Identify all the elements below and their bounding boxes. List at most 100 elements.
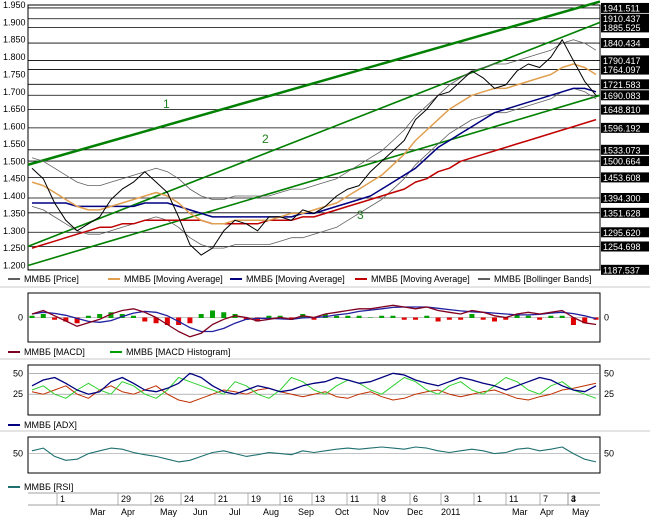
macd-histogram-bar xyxy=(413,317,419,320)
price-level-box xyxy=(601,227,649,238)
price-level-box xyxy=(601,64,649,75)
adx-chart: 25 25 50 50 xyxy=(13,368,614,403)
moving-average-red xyxy=(31,118,597,249)
price-level-label: 1690.083 xyxy=(603,91,641,101)
price-level-label: 1840.434 xyxy=(603,39,641,49)
macd-histogram-bar xyxy=(63,317,69,322)
day-label: 7 xyxy=(543,494,548,504)
channel-label: 2 xyxy=(262,132,269,146)
macd-histogram-bar xyxy=(446,317,452,320)
macd-histogram-bar xyxy=(356,315,362,318)
channel-line xyxy=(27,0,601,166)
rsi-chart: 50 50 xyxy=(13,446,614,463)
bollinger-upper xyxy=(31,39,597,200)
macd-histogram-bar xyxy=(198,314,204,318)
macd-tick-label: 0 xyxy=(18,313,23,323)
day-label: 26 xyxy=(154,494,164,504)
day-label: 19 xyxy=(251,494,261,504)
macd-histogram-bar xyxy=(582,317,588,324)
month-label: Oct xyxy=(335,507,350,517)
macd-histogram-bar xyxy=(153,317,159,324)
adx-plus-line xyxy=(31,377,597,399)
price-line xyxy=(31,39,597,256)
price-level-label: 1941.511 xyxy=(603,3,640,13)
y-tick-label: 1.950 xyxy=(3,0,26,10)
price-level-label: 1351.628 xyxy=(603,208,641,218)
macd-histogram-bar xyxy=(458,317,464,320)
month-label: May xyxy=(572,507,590,517)
macd-histogram-bar xyxy=(52,317,58,320)
day-label: 1 xyxy=(60,494,65,504)
rsi-tick-label: 50 xyxy=(604,449,614,459)
month-label: Apr xyxy=(540,507,554,517)
y-tick-label: 1.900 xyxy=(3,17,26,27)
price-level-box xyxy=(601,2,649,13)
y-tick-label: 1.300 xyxy=(3,226,26,236)
day-label: 29 xyxy=(121,494,131,504)
macd-histogram-bar xyxy=(435,317,441,322)
adx-tick-label: 25 xyxy=(13,389,23,399)
macd-histogram-bar xyxy=(559,315,565,318)
macd-histogram-bar xyxy=(209,310,215,318)
legend-label: ММВБ [Moving Average] xyxy=(124,274,223,284)
day-label: 6 xyxy=(413,494,418,504)
macd-histogram-bar xyxy=(537,317,543,320)
legend-label: ММВБ [RSI] xyxy=(24,482,73,492)
macd-histogram-bar xyxy=(401,317,407,320)
macd-histogram-bar xyxy=(142,317,148,322)
price-level-label: 1453.608 xyxy=(603,173,641,183)
price-level-box xyxy=(601,207,649,218)
y-tick-label: 1.450 xyxy=(3,174,26,184)
macd-histogram-bar xyxy=(570,317,576,325)
legend-label: ММВБ [Bollinger Bands] xyxy=(494,274,591,284)
macd-histogram-bar xyxy=(164,317,170,325)
price-level-box xyxy=(601,193,649,204)
day-label: 16 xyxy=(283,494,293,504)
adx-tick-label: 50 xyxy=(13,368,23,378)
bollinger-lower xyxy=(31,88,597,249)
day-label: 24 xyxy=(184,494,194,504)
macd-histogram-bar xyxy=(255,317,261,322)
month-label: Jun xyxy=(193,507,208,517)
legend-label: ММВБ [Moving Average] xyxy=(246,274,345,284)
price-level-label: 1254.698 xyxy=(603,242,641,252)
legend-label: ММВБ [MACD Histogram] xyxy=(126,347,230,357)
month-label: Mar xyxy=(90,507,106,517)
macd-histogram-bar xyxy=(108,312,114,318)
price-level-label: 1187.537 xyxy=(603,265,640,275)
rsi-tick-label: 50 xyxy=(13,449,23,459)
price-level-box xyxy=(601,104,649,115)
month-label: 2011 xyxy=(441,507,460,517)
price-level-label: 1500.664 xyxy=(603,157,641,167)
macd-histogram-bar xyxy=(334,315,340,318)
macd-histogram-bar xyxy=(514,314,520,318)
day-label: 21 xyxy=(218,494,228,504)
price-level-label: 1596.192 xyxy=(603,123,641,133)
price-level-box xyxy=(601,156,649,167)
price-level-box xyxy=(601,13,649,24)
price-level-box xyxy=(601,241,649,252)
month-label: Jul xyxy=(229,507,241,517)
macd-histogram-bar xyxy=(85,315,91,318)
y-tick-label: 1.750 xyxy=(3,69,26,79)
macd-histogram-bar xyxy=(345,315,351,318)
macd-histogram-bar xyxy=(97,314,103,318)
y-tick-label: 1.500 xyxy=(3,156,26,166)
adx-line xyxy=(31,372,597,395)
macd-histogram-bar xyxy=(491,317,497,322)
price-level-label: 1721.583 xyxy=(603,80,641,90)
price-level-label: 1533.073 xyxy=(603,145,641,155)
channel-label: 3 xyxy=(357,208,364,222)
y-tick-label: 1.550 xyxy=(3,139,26,149)
y-tick-label: 1.600 xyxy=(3,122,26,132)
legend-label: ММВБ [MACD] xyxy=(24,347,85,357)
price-level-label: 1648.810 xyxy=(603,105,641,115)
macd-histogram-bar xyxy=(503,317,509,320)
day-label: 11 xyxy=(509,494,518,504)
macd-histogram-bar xyxy=(221,312,227,318)
price-level-box xyxy=(601,79,649,90)
price-level-label: 1394.300 xyxy=(603,194,641,204)
